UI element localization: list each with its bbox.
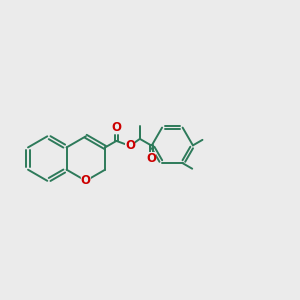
Text: O: O — [146, 152, 156, 165]
Text: O: O — [81, 174, 91, 187]
Text: O: O — [111, 121, 122, 134]
Text: O: O — [125, 139, 135, 152]
